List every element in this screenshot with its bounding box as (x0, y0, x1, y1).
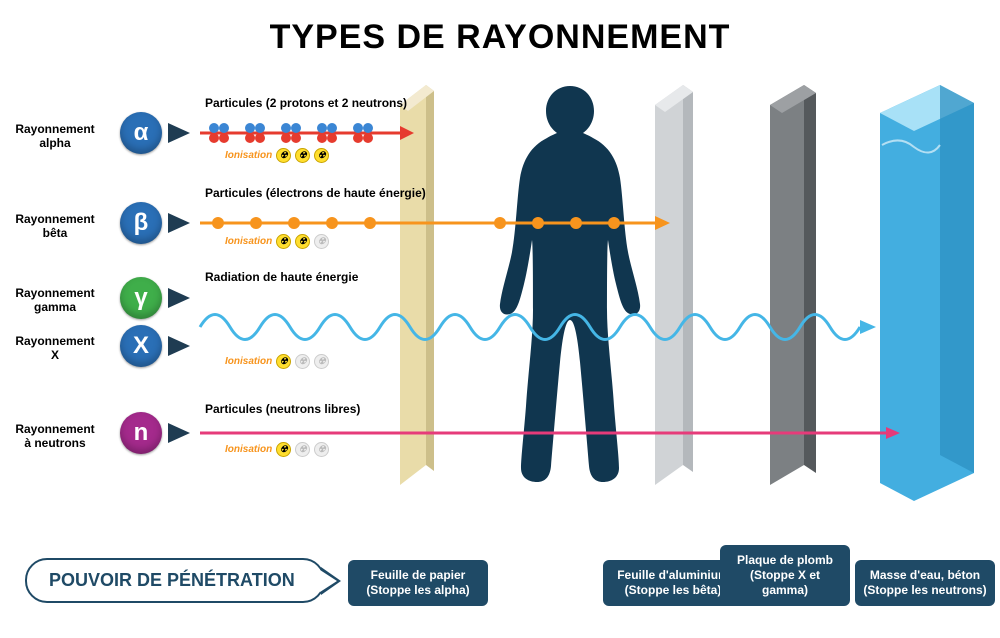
trefoil-icon: ☢ (295, 354, 310, 369)
barrier-label-water: Masse d'eau, béton(Stoppe les neutrons) (855, 560, 995, 606)
barrier-label-lead: Plaque de plomb(Stoppe X et gamma) (720, 545, 850, 606)
trefoil-icon: ☢ (295, 442, 310, 457)
trefoil-icon: ☢ (276, 354, 291, 369)
arrow-gamma (168, 288, 190, 308)
beam-neutron (200, 428, 900, 442)
barrier-aluminium (655, 85, 697, 485)
trefoil-icon: ☢ (276, 442, 291, 457)
diagram-stage: Rayonnementalpha α Particules (2 protons… (0, 75, 1000, 545)
label-alpha: Rayonnementalpha (0, 122, 110, 151)
badge-beta: β (120, 202, 162, 244)
ionization-beta: Ionisation ☢ ☢ ☢ (225, 234, 329, 249)
desc-alpha: Particules (2 protons et 2 neutrons) (205, 96, 407, 110)
trefoil-icon: ☢ (295, 234, 310, 249)
badge-x: X (120, 325, 162, 367)
ionization-gamma: Ionisation ☢ ☢ ☢ (225, 354, 329, 369)
trefoil-icon: ☢ (276, 234, 291, 249)
ionization-neutron: Ionisation ☢ ☢ ☢ (225, 442, 329, 457)
barrier-label-paper: Feuille de papier(Stoppe les alpha) (348, 560, 488, 606)
label-x: RayonnementX (0, 334, 110, 363)
desc-gamma: Radiation de haute énergie (205, 270, 358, 284)
beam-gamma-x (200, 302, 890, 352)
trefoil-icon: ☢ (314, 354, 329, 369)
label-beta: Rayonnementbêta (0, 212, 110, 241)
trefoil-icon: ☢ (314, 442, 329, 457)
arrow-alpha (168, 123, 190, 143)
badge-neutron: n (120, 412, 162, 454)
desc-beta: Particules (électrons de haute énergie) (205, 186, 426, 200)
beam-alpha (200, 124, 415, 148)
badge-gamma: γ (120, 277, 162, 319)
beam-beta (200, 216, 670, 234)
desc-neutron: Particules (neutrons libres) (205, 402, 360, 416)
barrier-water (880, 85, 980, 485)
label-gamma: Rayonnementgamma (0, 286, 110, 315)
arrow-neutron (168, 423, 190, 443)
badge-alpha: α (120, 112, 162, 154)
label-neutron: Rayonnementà neutrons (0, 422, 110, 451)
ionization-alpha: Ionisation ☢ ☢ ☢ (225, 148, 329, 163)
barrier-lead (770, 85, 820, 485)
arrow-x (168, 336, 190, 356)
trefoil-icon: ☢ (314, 234, 329, 249)
trefoil-icon: ☢ (314, 148, 329, 163)
penetration-power-box: POUVOIR DE PÉNÉTRATION (25, 558, 325, 603)
arrow-beta (168, 213, 190, 233)
trefoil-icon: ☢ (276, 148, 291, 163)
trefoil-icon: ☢ (295, 148, 310, 163)
page-title: TYPES DE RAYONNEMENT (0, 0, 1000, 57)
